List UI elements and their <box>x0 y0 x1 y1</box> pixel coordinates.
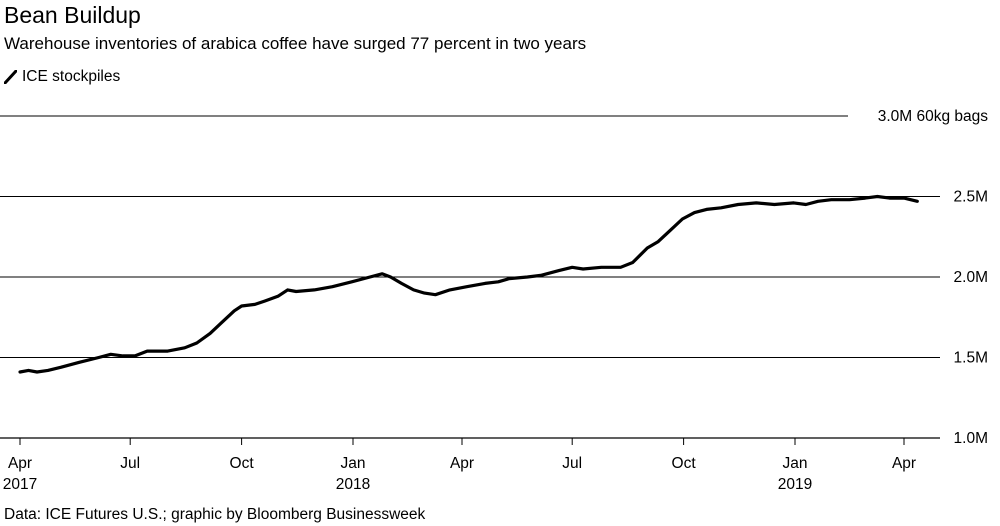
x-tick-label: Oct <box>672 455 697 472</box>
x-axis: Apr 2017 Jul Oct Jan 2018 Apr Jul Oct Jan 2019 Apr <box>3 438 916 493</box>
series-line-ice-stockpiles <box>18 194 919 374</box>
x-tick-label: Apr <box>8 455 32 472</box>
series-layer <box>18 194 919 374</box>
line-swatch-icon <box>3 69 18 85</box>
y-tick-label: 2.0M <box>954 269 988 286</box>
x-tick-label: Apr <box>450 455 474 472</box>
x-tick-label: Oct <box>230 455 255 472</box>
y-tick-label: 1.0M <box>954 430 988 447</box>
x-tick-label: Jul <box>562 455 582 472</box>
x-tick-label: Apr <box>892 455 916 472</box>
y-tick-label: 2.5M <box>954 189 988 206</box>
x-tick-label: Jan <box>341 455 366 472</box>
x-tick-label: Jan <box>783 455 808 472</box>
y-tick-label: 3.0M 60kg bags <box>878 108 989 125</box>
legend: ICE stockpiles <box>3 68 121 86</box>
source-note: Data: ICE Futures U.S.; graphic by Bloom… <box>4 506 426 523</box>
x-year-label: 2018 <box>336 476 370 493</box>
y-tick-label: 1.5M <box>954 350 988 367</box>
x-year-label: 2017 <box>3 476 37 493</box>
legend-label: ICE stockpiles <box>22 68 121 85</box>
x-year-label: 2019 <box>778 476 812 493</box>
chart-subtitle: Warehouse inventories of arabica coffee … <box>4 34 587 53</box>
gridlines: 3.0M 60kg bags 2.5M 2.0M 1.5M 1.0M <box>0 108 988 447</box>
x-tick-label: Jul <box>120 455 140 472</box>
chart-title: Bean Buildup <box>4 2 141 28</box>
